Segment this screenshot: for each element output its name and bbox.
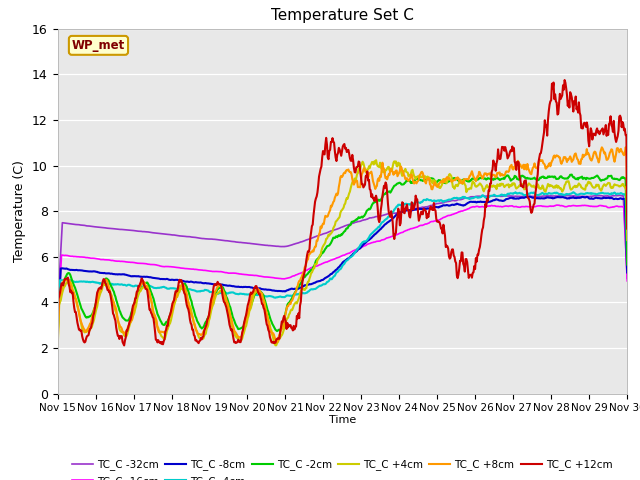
TC_C +8cm bbox=[54, 344, 61, 349]
TC_C -32cm bbox=[123, 227, 131, 233]
TC_C -2cm bbox=[64, 270, 72, 276]
TC_C +8cm bbox=[180, 283, 188, 289]
TC_C -2cm bbox=[211, 293, 218, 299]
TC_C -2cm bbox=[412, 177, 419, 182]
TC_C -2cm bbox=[123, 318, 131, 324]
TC_C -4cm bbox=[623, 258, 631, 264]
TC_C +12cm bbox=[120, 343, 128, 348]
TC_C -16cm bbox=[412, 225, 419, 230]
TC_C -2cm bbox=[180, 281, 188, 287]
TC_C -32cm bbox=[623, 276, 631, 281]
TC_C -4cm bbox=[180, 287, 188, 293]
TC_C -32cm bbox=[64, 221, 72, 227]
Line: TC_C +12cm: TC_C +12cm bbox=[58, 80, 627, 346]
TC_C -32cm bbox=[412, 206, 419, 212]
TC_C +8cm bbox=[211, 290, 218, 296]
TC_C +4cm bbox=[123, 333, 131, 339]
TC_C -16cm bbox=[211, 269, 218, 275]
TC_C -16cm bbox=[123, 259, 131, 265]
Line: TC_C -2cm: TC_C -2cm bbox=[58, 175, 627, 338]
Line: TC_C +4cm: TC_C +4cm bbox=[58, 160, 627, 350]
TC_C +8cm bbox=[412, 180, 419, 185]
TC_C -32cm bbox=[211, 237, 218, 242]
TC_C +12cm bbox=[181, 292, 189, 298]
TC_C +12cm bbox=[561, 77, 568, 83]
TC_C +4cm bbox=[623, 237, 631, 243]
TC_C +8cm bbox=[64, 276, 72, 282]
TC_C -8cm bbox=[526, 194, 534, 200]
TC_C +12cm bbox=[211, 281, 219, 287]
TC_C +4cm bbox=[180, 287, 188, 293]
TC_C -8cm bbox=[64, 266, 72, 272]
TC_C +4cm bbox=[429, 178, 437, 183]
TC_C +4cm bbox=[64, 280, 72, 286]
TC_C -8cm bbox=[412, 207, 419, 213]
TC_C -32cm bbox=[616, 192, 623, 198]
TC_C -4cm bbox=[570, 190, 577, 195]
TC_C -8cm bbox=[428, 204, 436, 210]
TC_C -8cm bbox=[211, 281, 218, 287]
TC_C -16cm bbox=[180, 265, 188, 271]
Legend: TC_C -32cm, TC_C -16cm, TC_C -8cm, TC_C -4cm, TC_C -2cm, TC_C +4cm, TC_C +8cm, T: TC_C -32cm, TC_C -16cm, TC_C -8cm, TC_C … bbox=[68, 456, 616, 480]
TC_C -4cm bbox=[211, 289, 218, 295]
TC_C -16cm bbox=[554, 202, 561, 208]
Line: TC_C -8cm: TC_C -8cm bbox=[58, 197, 627, 331]
TC_C -2cm bbox=[54, 335, 61, 341]
TC_C -16cm bbox=[64, 253, 72, 259]
Text: WP_met: WP_met bbox=[72, 39, 125, 52]
TC_C +12cm bbox=[64, 275, 72, 280]
Line: TC_C -4cm: TC_C -4cm bbox=[58, 192, 627, 337]
TC_C +4cm bbox=[211, 297, 218, 303]
TC_C -8cm bbox=[123, 272, 131, 278]
TC_C +12cm bbox=[429, 207, 437, 213]
TC_C -4cm bbox=[64, 276, 72, 282]
TC_C +8cm bbox=[623, 207, 631, 213]
TC_C -16cm bbox=[428, 218, 436, 224]
X-axis label: Time: Time bbox=[329, 415, 356, 425]
TC_C +4cm bbox=[413, 174, 420, 180]
TC_C -4cm bbox=[54, 334, 61, 340]
TC_C +8cm bbox=[123, 328, 131, 334]
TC_C -2cm bbox=[623, 262, 631, 267]
TC_C +4cm bbox=[372, 157, 380, 163]
Title: Temperature Set C: Temperature Set C bbox=[271, 9, 414, 24]
TC_C -4cm bbox=[428, 198, 436, 204]
TC_C +12cm bbox=[413, 196, 420, 202]
TC_C -2cm bbox=[568, 172, 575, 178]
TC_C +8cm bbox=[428, 186, 436, 192]
TC_C -4cm bbox=[412, 199, 419, 205]
TC_C -2cm bbox=[428, 176, 436, 181]
TC_C -16cm bbox=[54, 322, 61, 327]
Line: TC_C -32cm: TC_C -32cm bbox=[58, 195, 627, 308]
Line: TC_C +8cm: TC_C +8cm bbox=[58, 147, 627, 347]
TC_C -32cm bbox=[54, 305, 61, 311]
TC_C -4cm bbox=[123, 283, 131, 288]
TC_C -8cm bbox=[623, 270, 631, 276]
TC_C +4cm bbox=[54, 348, 61, 353]
Line: TC_C -16cm: TC_C -16cm bbox=[58, 205, 627, 324]
TC_C +12cm bbox=[124, 328, 131, 334]
TC_C +12cm bbox=[623, 226, 631, 231]
TC_C -32cm bbox=[180, 233, 188, 239]
TC_C +8cm bbox=[622, 144, 630, 150]
TC_C -8cm bbox=[54, 328, 61, 334]
Y-axis label: Temperature (C): Temperature (C) bbox=[13, 160, 26, 262]
TC_C -8cm bbox=[180, 278, 188, 284]
TC_C -16cm bbox=[623, 278, 631, 284]
TC_C +12cm bbox=[54, 329, 61, 335]
TC_C -32cm bbox=[428, 203, 436, 208]
